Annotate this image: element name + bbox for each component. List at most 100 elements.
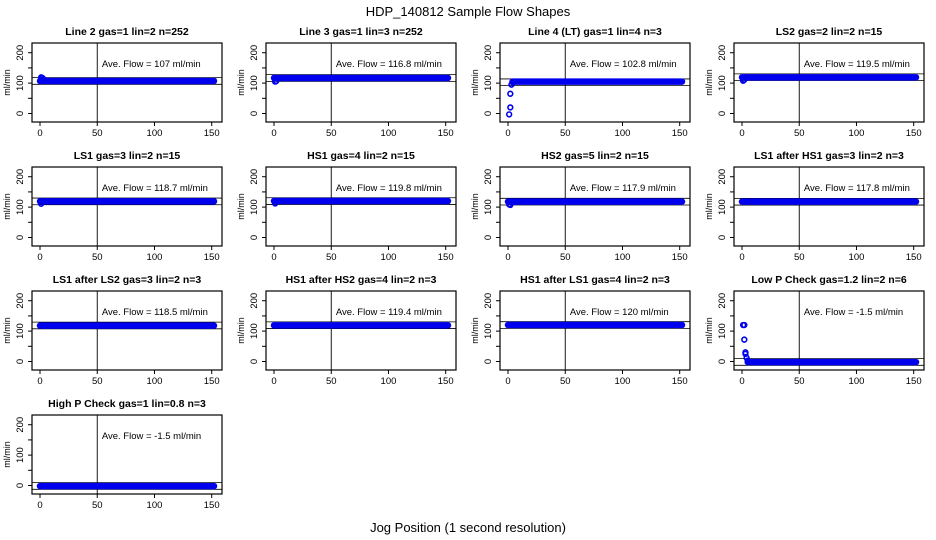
plot-box — [31, 414, 223, 495]
x-tick-label: 100 — [849, 128, 865, 139]
ave-flow-annotation: Ave. Flow = 118.7 ml/min — [102, 183, 208, 194]
panel-title: LS2 gas=2 lin=2 n=15 — [776, 26, 883, 38]
x-tick-label: 100 — [147, 376, 163, 387]
plot-box — [733, 290, 925, 371]
panel-plot: Line 2 gas=1 lin=2 n=252 0 50 100 150 0 100 200… — [2, 26, 223, 139]
ave-flow-annotation: Ave. Flow = 116.8 ml/min — [336, 59, 442, 70]
y-tick-label: 0 — [717, 111, 728, 116]
y-tick-label: 100 — [15, 447, 26, 463]
y-tick-label: 0 — [483, 235, 494, 240]
y-tick-label: 200 — [717, 293, 728, 309]
flow-panel: LS1 after LS2 gas=3 lin=2 n=3 0 50 100 150 0 1… — [1, 269, 234, 393]
panel-title: LS1 after LS2 gas=3 lin=2 n=3 — [53, 274, 202, 286]
flow-panel: Low P Check gas=1.2 lin=2 n=6 0 50 100 150 0 1… — [703, 269, 936, 393]
ave-flow-annotation: Ave. Flow = 102.8 ml/min — [570, 59, 677, 70]
ave-flow-annotation: Ave. Flow = 119.4 ml/min — [336, 307, 442, 318]
y-tick-label: 0 — [249, 111, 260, 116]
y-tick-label: 200 — [15, 45, 26, 61]
flow-panel: HS1 after LS1 gas=4 lin=2 n=3 0 50 100 150 0 1… — [469, 269, 702, 393]
panel-title: LS1 gas=3 lin=2 n=15 — [74, 150, 181, 162]
x-tick-label: 50 — [92, 252, 103, 263]
y-axis-label: ml/min — [236, 69, 246, 96]
x-tick-label: 100 — [615, 376, 631, 387]
y-tick-label: 100 — [717, 199, 728, 215]
x-tick-label: 50 — [92, 500, 103, 511]
panel-title: Line 3 gas=1 lin=3 n=252 — [299, 26, 423, 38]
x-tick-label: 0 — [505, 376, 510, 387]
x-tick-label: 100 — [381, 376, 397, 387]
flow-panel: HS2 gas=5 lin=2 n=15 0 50 100 150 0 100 200 ml/m… — [469, 145, 702, 269]
ave-flow-annotation: Ave. Flow = -1.5 ml/min — [102, 431, 201, 442]
panel-plot: HS2 gas=5 lin=2 n=15 0 50 100 150 0 100 200ml/m… — [470, 150, 691, 263]
x-tick-label: 50 — [560, 128, 571, 139]
plot-box — [499, 42, 691, 123]
x-tick-label: 100 — [147, 500, 163, 511]
data-point — [741, 321, 748, 329]
x-tick-label: 150 — [672, 128, 688, 139]
y-axis-label: ml/min — [2, 193, 12, 220]
flow-panel: High P Check gas=1 lin=0.8 n=3 0 50 100 150 0… — [1, 393, 234, 517]
plot-box — [265, 42, 457, 123]
panel-plot: LS1 after HS1 gas=3 lin=2 n=3 0 50 100 150 0 1… — [704, 150, 925, 263]
y-tick-label: 0 — [15, 111, 26, 116]
y-tick-label: 100 — [249, 323, 260, 339]
y-tick-label: 200 — [15, 169, 26, 185]
plot-box — [31, 166, 223, 247]
ave-flow-annotation: Ave. Flow = 117.9 ml/min — [570, 183, 676, 194]
panel-title: Line 2 gas=1 lin=2 n=252 — [65, 26, 189, 38]
panel-plot: Line 3 gas=1 lin=3 n=252 0 50 100 150 0 100 200… — [236, 26, 457, 139]
y-axis-label: ml/min — [2, 317, 12, 344]
x-tick-label: 50 — [92, 376, 103, 387]
panel-plot: LS1 after LS2 gas=3 lin=2 n=3 0 50 100 150 0 1… — [2, 274, 223, 387]
x-tick-label: 0 — [37, 376, 42, 387]
plot-box — [733, 42, 925, 123]
data-point — [271, 200, 279, 207]
flow-panel: Line 2 gas=1 lin=2 n=252 0 50 100 150 0 100 200… — [1, 21, 234, 145]
x-tick-label: 150 — [204, 376, 220, 387]
panel-title: HS1 after LS1 gas=4 lin=2 n=3 — [520, 274, 670, 286]
y-tick-label: 200 — [15, 417, 26, 433]
y-tick-label: 0 — [249, 235, 260, 240]
x-tick-label: 0 — [739, 128, 744, 139]
x-tick-label: 0 — [37, 500, 42, 511]
y-axis-label: ml/min — [470, 193, 480, 220]
x-tick-label: 50 — [326, 376, 337, 387]
data-point — [741, 336, 748, 343]
data-point — [37, 200, 45, 207]
ave-flow-annotation: Ave. Flow = 119.8 ml/min — [336, 183, 442, 194]
x-tick-label: 50 — [794, 376, 805, 387]
y-tick-label: 100 — [483, 323, 494, 339]
y-tick-label: 200 — [249, 45, 260, 61]
panel-plot: High P Check gas=1 lin=0.8 n=3 0 50 100 150 0… — [2, 398, 223, 511]
y-axis-label: ml/min — [704, 193, 714, 220]
x-axis-label: Jog Position (1 second resolution) — [370, 520, 566, 535]
y-tick-label: 200 — [483, 169, 494, 185]
panel-plot: LS1 gas=3 lin=2 n=15 0 50 100 150 0 100 200ml/m… — [2, 150, 223, 263]
x-tick-label: 150 — [672, 252, 688, 263]
panel-plot: HS1 after HS2 gas=4 lin=2 n=3 0 50 100 150 0 1… — [236, 274, 457, 387]
x-tick-label: 50 — [92, 128, 103, 139]
panel-plot: LS2 gas=2 lin=2 n=15 0 50 100 150 0 100 200ml/m… — [704, 26, 925, 139]
panel-title: High P Check gas=1 lin=0.8 n=3 — [48, 398, 206, 410]
y-tick-label: 0 — [717, 359, 728, 364]
x-tick-label: 0 — [739, 252, 744, 263]
panel-title: HS2 gas=5 lin=2 n=15 — [541, 150, 649, 162]
x-tick-label: 150 — [906, 376, 922, 387]
y-tick-label: 100 — [15, 199, 26, 215]
plot-box — [265, 290, 457, 371]
panel-title: HS1 gas=4 lin=2 n=15 — [307, 150, 415, 162]
flow-panel: Line 4 (LT) gas=1 lin=4 n=3 0 50 100 150 0 100… — [469, 21, 702, 145]
panel-plot: Low P Check gas=1.2 lin=2 n=6 0 50 100 150 0 1… — [704, 274, 925, 387]
y-axis-label: ml/min — [470, 69, 480, 96]
y-tick-label: 0 — [483, 359, 494, 364]
panel-title: LS1 after HS1 gas=3 lin=2 n=3 — [754, 150, 904, 162]
x-tick-label: 0 — [37, 128, 42, 139]
y-tick-label: 200 — [483, 293, 494, 309]
y-tick-label: 0 — [483, 111, 494, 116]
y-tick-label: 200 — [717, 169, 728, 185]
x-tick-label: 50 — [560, 376, 571, 387]
y-tick-label: 0 — [15, 483, 26, 488]
ave-flow-annotation: Ave. Flow = 107 ml/min — [102, 59, 201, 70]
y-tick-label: 200 — [249, 293, 260, 309]
plot-box — [499, 290, 691, 371]
